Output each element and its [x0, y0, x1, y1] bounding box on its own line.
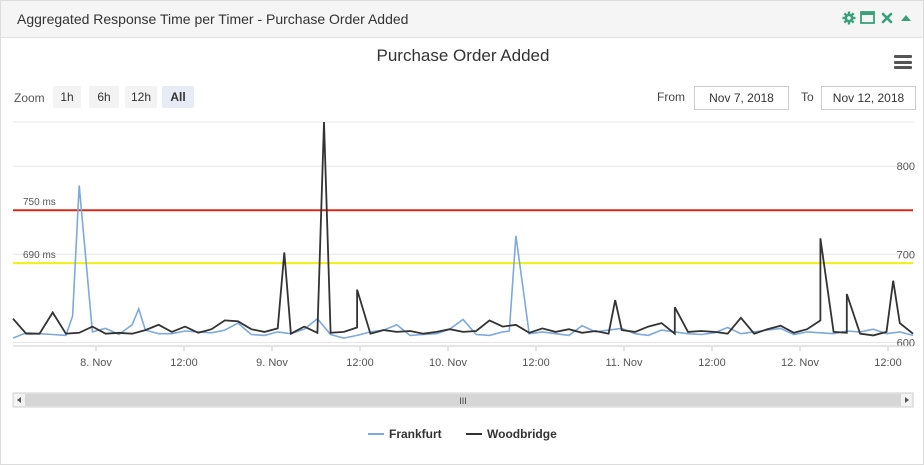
x-tick-label: 12. Nov: [781, 357, 819, 369]
zoom-12h-button[interactable]: 12h: [125, 86, 157, 108]
collapse-icon[interactable]: [898, 10, 913, 25]
chart-plot: 600 700 800 8. Nov 12:00 9. Nov 12:00 10. Nov 12…: [12, 121, 915, 408]
scrollbar-thumb: [25, 394, 901, 406]
maximize-icon[interactable]: [860, 10, 875, 25]
chart-menu-icon[interactable]: [894, 55, 912, 69]
x-tick-label: 12:00: [698, 357, 726, 369]
gear-icon[interactable]: [841, 10, 856, 25]
threshold-label: 750 ms: [23, 197, 56, 208]
y-tick-label: 700: [897, 249, 915, 261]
scrollbar-grip: III: [459, 396, 467, 406]
y-tick-label: 800: [897, 161, 915, 173]
zoom-label: Zoom: [14, 91, 45, 105]
x-tick-label: 12:00: [346, 357, 374, 369]
close-icon[interactable]: [879, 10, 894, 25]
woodbridge-swatch: [466, 433, 482, 435]
legend-item-woodbridge[interactable]: Woodbridge: [466, 427, 557, 441]
x-tick-label: 11. Nov: [605, 357, 643, 369]
series-line-frankfurt: [12, 185, 914, 339]
x-tick-label: 9. Nov: [256, 357, 288, 369]
legend-label-woodbridge: Woodbridge: [487, 427, 557, 441]
to-label: To: [801, 90, 814, 104]
x-tick-label: 8. Nov: [80, 357, 112, 369]
zoom-1h-button[interactable]: 1h: [53, 86, 81, 108]
series-line-woodbridge: [12, 121, 914, 337]
x-tick-label: 12:00: [170, 357, 198, 369]
frankfurt-swatch: [368, 433, 384, 435]
x-tick-label: 12:00: [522, 357, 550, 369]
y-tick-label: 600: [897, 337, 915, 349]
scroll-left-arrow: [17, 397, 21, 403]
from-label: From: [657, 90, 685, 104]
panel-header-icons: [841, 10, 913, 25]
panel-header: Aggregated Response Time per Timer - Pur…: [1, 1, 923, 38]
chart-title: Purchase Order Added: [376, 46, 550, 65]
x-tick-label: 12:00: [874, 357, 902, 369]
threshold-label: 690 ms: [23, 250, 56, 261]
legend-label-frankfurt: Frankfurt: [389, 427, 442, 441]
to-date-input[interactable]: Nov 12, 2018: [821, 86, 916, 110]
legend-item-frankfurt[interactable]: Frankfurt: [368, 427, 442, 441]
from-date-input[interactable]: Nov 7, 2018: [694, 86, 789, 110]
x-tick-label: 10. Nov: [429, 357, 467, 369]
scroll-right-arrow: [905, 397, 909, 403]
panel-title: Aggregated Response Time per Timer - Pur…: [17, 11, 409, 27]
zoom-all-button[interactable]: All: [162, 86, 194, 108]
zoom-6h-button[interactable]: 6h: [89, 86, 119, 108]
